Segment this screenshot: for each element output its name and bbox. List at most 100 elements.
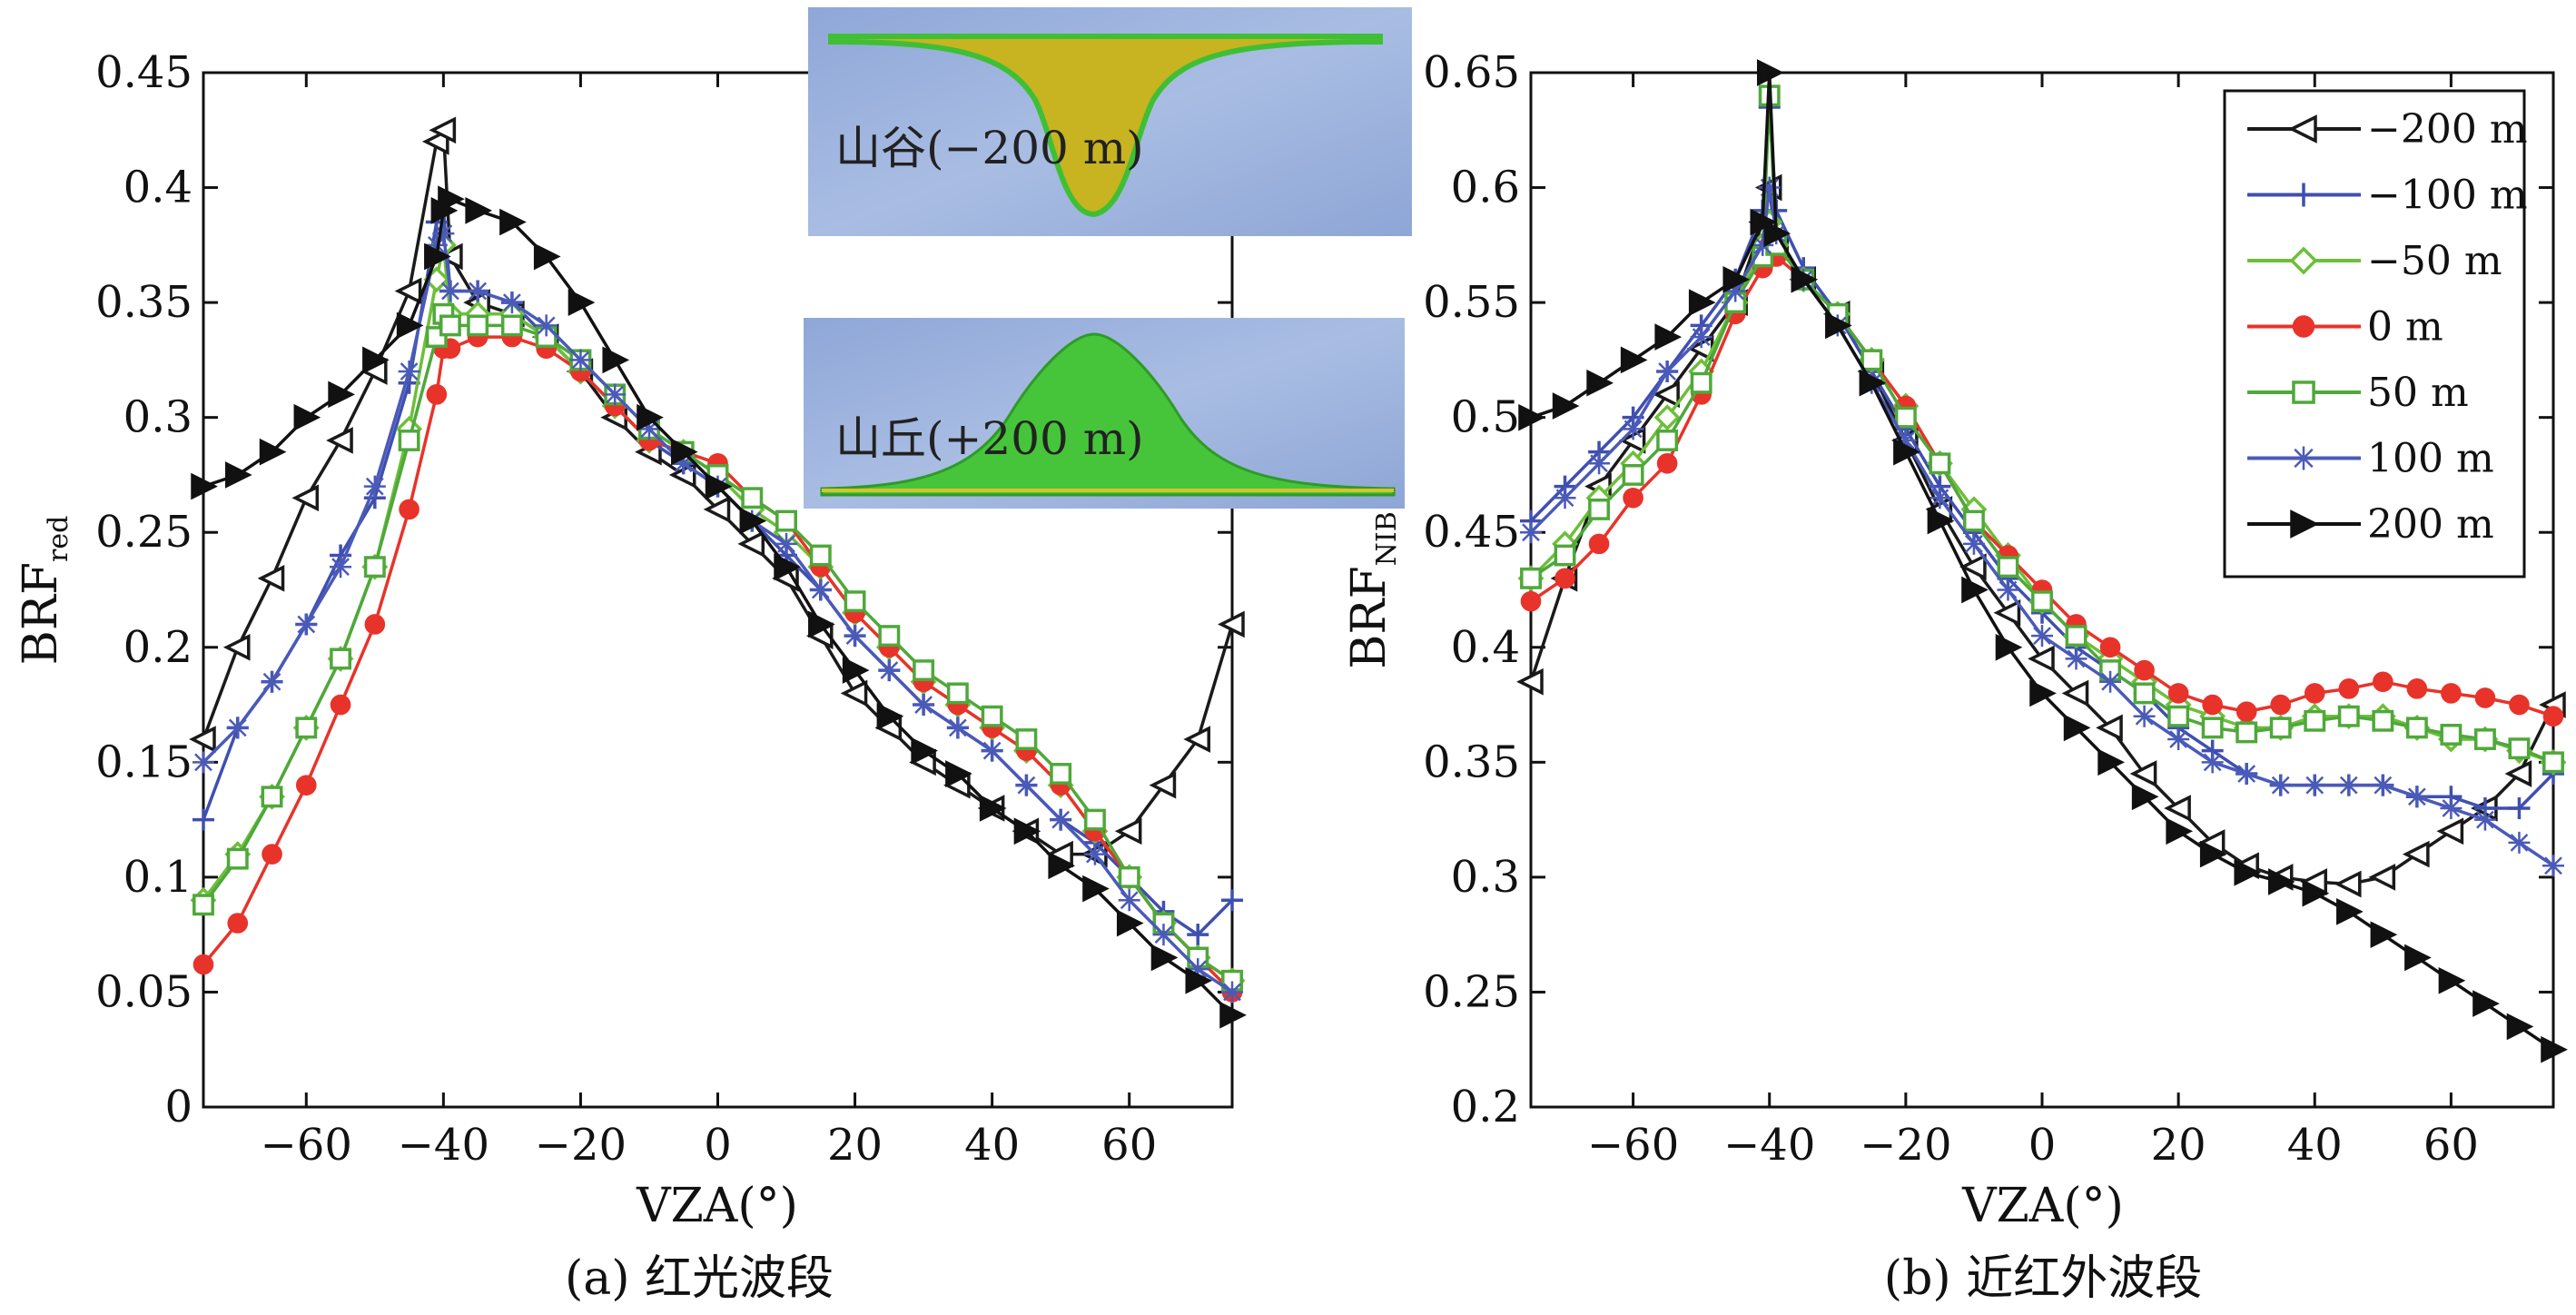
data-point-nir-5 — [1758, 176, 1781, 199]
data-point-red-6 — [739, 507, 767, 535]
data-point-nir-5 — [1752, 233, 1774, 256]
data-point-red-6 — [945, 760, 972, 787]
y-tick-label-nir: 0.4 — [1451, 622, 1520, 673]
data-point-red-5 — [604, 383, 627, 406]
legend-label: −50 m — [2367, 238, 2502, 284]
data-point-nir-6 — [1763, 220, 1791, 248]
data-point-nir-5 — [1929, 487, 1951, 509]
data-point-red-5 — [432, 222, 455, 245]
data-point-nir-0 — [2096, 714, 2123, 742]
x-tick-label-red: −20 — [535, 1120, 627, 1171]
data-point-red-0 — [1183, 726, 1210, 753]
data-point-red-6 — [499, 208, 527, 236]
data-point-nir-6 — [2438, 966, 2466, 994]
legend-marker — [2292, 381, 2315, 404]
data-point-red-5 — [1221, 981, 1243, 1004]
data-point-red-3 — [364, 614, 386, 635]
y-tick-label-red: 0.05 — [95, 966, 192, 1017]
y-tick-label-red: 0.2 — [123, 622, 192, 673]
data-point-nir-6 — [1654, 323, 1683, 351]
data-point-nir-5 — [1588, 452, 1611, 475]
data-point-red-4 — [363, 556, 386, 578]
data-point-red-0 — [1114, 817, 1142, 845]
legend-label: 0 m — [2367, 304, 2443, 351]
x-tick-label-nir: 60 — [2423, 1120, 2479, 1171]
data-point-nir-6 — [2267, 868, 2295, 895]
data-point-red-4 — [295, 717, 318, 739]
data-point-nir-0 — [1993, 598, 2021, 627]
data-point-nir-4 — [2065, 625, 2087, 648]
legend-label: −100 m — [2367, 173, 2528, 219]
panel-nir-band: −60 −40 −20 0 20 40 60 0.2 0.25 0.3 0.35 0.4 0.45 0.5… — [1342, 47, 2568, 1306]
data-point-nir-5 — [2235, 762, 2258, 785]
y-tick-label-nir: 0.5 — [1451, 392, 1520, 443]
data-point-nir-5 — [2372, 774, 2394, 796]
hill-shape — [820, 332, 1396, 497]
data-point-nir-4 — [2304, 709, 2326, 732]
data-point-nir-4 — [1690, 371, 1712, 394]
data-point-red-4 — [946, 682, 969, 705]
data-point-red-5 — [672, 452, 695, 475]
data-point-red-5 — [425, 233, 448, 256]
legend-marker — [2292, 315, 2315, 338]
data-point-nir-5 — [2201, 751, 2224, 774]
inset-hill-label: 山丘(+200 m) — [835, 412, 1144, 465]
data-point-nir-6 — [1791, 265, 1819, 293]
data-point-nir-4 — [2133, 682, 2156, 705]
data-point-nir-3 — [2474, 687, 2496, 708]
data-point-nir-5 — [2167, 728, 2190, 751]
data-point-nir-5 — [2065, 648, 2087, 670]
data-point-red-4 — [330, 648, 352, 670]
y-tick-label-nir: 0.3 — [1451, 852, 1520, 903]
data-point-nir-4 — [1962, 509, 1985, 532]
data-point-red-6 — [876, 702, 904, 730]
data-point-red-6 — [293, 403, 321, 431]
data-point-red-4 — [741, 487, 764, 509]
data-point-nir-3 — [2270, 694, 2292, 716]
data-point-red-6 — [842, 657, 870, 684]
data-point-nir-5 — [1724, 280, 1747, 302]
y-axis-label-red: BRFred — [14, 516, 74, 666]
data-point-red-4 — [226, 847, 249, 870]
data-point-red-6 — [1082, 875, 1110, 903]
data-point-nir-4 — [1894, 406, 1917, 429]
data-point-nir-6 — [2541, 1035, 2568, 1063]
data-point-red-5 — [844, 625, 866, 648]
data-point-nir-0 — [2402, 840, 2430, 868]
data-point-red-0 — [189, 726, 216, 753]
svg-text:BRFred: BRFred — [14, 516, 74, 666]
data-point-nir-0 — [2504, 760, 2532, 787]
data-point-nir-4 — [2508, 737, 2531, 760]
data-point-nir-4 — [2167, 705, 2190, 727]
x-tick-label-nir: 0 — [2028, 1120, 2057, 1171]
data-point-red-4 — [878, 625, 901, 648]
legend-item: −100 m — [2247, 173, 2528, 219]
data-point-nir-5 — [2031, 625, 2053, 648]
data-point-red-3 — [296, 775, 317, 796]
data-point-nir-6 — [2199, 840, 2227, 868]
data-point-red-4 — [913, 659, 935, 682]
data-point-red-5 — [569, 349, 592, 371]
data-point-red-5 — [261, 670, 283, 693]
data-point-nir-0 — [1959, 553, 1987, 581]
data-point-red-6 — [637, 403, 664, 431]
y-axis-label-red-sub: red — [43, 516, 74, 562]
data-point-red-4 — [467, 314, 489, 337]
data-point-nir-0 — [2334, 870, 2362, 898]
data-point-red-0 — [222, 633, 251, 661]
data-point-nir-4 — [2473, 728, 2496, 750]
data-point-nir-4 — [1520, 567, 1542, 589]
data-point-red-5 — [439, 280, 461, 302]
panel-red-band: −60 −40 −20 0 20 40 60 0 0.05 0.1 0.15 0.2 0.25 0.3 0.… — [14, 7, 1412, 1306]
data-point-nir-0 — [2164, 795, 2191, 822]
data-point-red-5 — [226, 717, 249, 739]
data-point-red-6 — [396, 311, 424, 340]
data-point-red-6 — [191, 472, 218, 500]
y-tick-label-red: 0.3 — [123, 392, 192, 443]
data-point-red-5 — [1083, 843, 1106, 865]
data-point-red-6 — [911, 737, 939, 765]
data-point-nir-3 — [2406, 678, 2428, 699]
data-point-red-4 — [398, 430, 420, 451]
data-point-nir-3 — [1554, 568, 1575, 589]
data-point-red-5 — [467, 280, 489, 302]
